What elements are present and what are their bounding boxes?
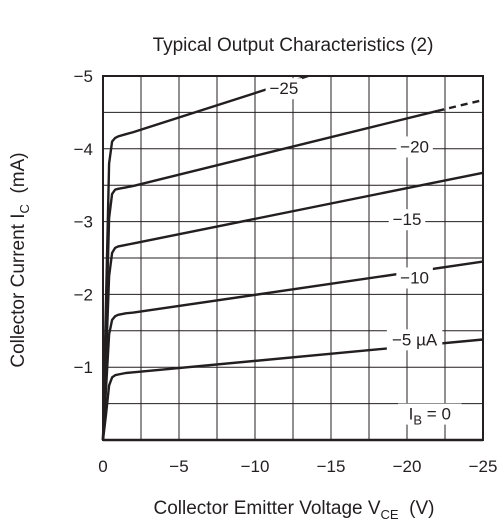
curve-line bbox=[101, 260, 484, 441]
x-tick-label: −15 bbox=[317, 457, 346, 476]
x-axis-label: Collector Emitter Voltage VCE (V) bbox=[154, 498, 435, 522]
y-axis-label: Collector Current IC (mA) bbox=[8, 152, 32, 367]
y-tick-label: −3 bbox=[74, 213, 93, 232]
curve-label-background bbox=[396, 267, 433, 289]
curve-line bbox=[101, 74, 309, 441]
x-tick-label: −20 bbox=[393, 457, 422, 476]
x-tick-labels: 0 −5 −10 −15 −20 −25 bbox=[98, 457, 497, 476]
y-tick-label: −1 bbox=[74, 358, 93, 377]
curve-label-background bbox=[396, 136, 433, 158]
plot-frame bbox=[102, 75, 484, 441]
curve-label: −5 µA bbox=[392, 330, 438, 349]
y-tick-labels: −1 −2 −3 −4 −5 bbox=[74, 67, 93, 377]
curve-label: IB = 0 bbox=[409, 405, 451, 428]
curve-label: −15 bbox=[393, 210, 422, 229]
y-tick-label: −4 bbox=[74, 140, 93, 159]
y-tick-label: −5 bbox=[74, 67, 93, 86]
chart-title: Typical Output Characteristics (2) bbox=[153, 35, 434, 56]
curve-label-background bbox=[386, 329, 443, 351]
curve-line-dashed bbox=[437, 98, 484, 113]
y-tick-label: −2 bbox=[74, 285, 93, 304]
curve-label-background bbox=[265, 78, 303, 100]
curve-label-background bbox=[388, 209, 426, 231]
grid bbox=[103, 76, 483, 440]
curve-label: −20 bbox=[400, 137, 429, 156]
x-tick-label: −10 bbox=[241, 457, 270, 476]
curve-label-background bbox=[398, 403, 462, 425]
curve-line bbox=[101, 338, 484, 441]
x-tick-label: −25 bbox=[469, 457, 498, 476]
curve-label: −25 bbox=[269, 79, 298, 98]
curve-label: −10 bbox=[400, 268, 429, 287]
curve-labels: IB = 0 −5 µA −10 −15 −20 −25 bbox=[265, 78, 462, 428]
x-tick-label: −5 bbox=[169, 457, 188, 476]
x-tick-label: 0 bbox=[98, 457, 107, 476]
